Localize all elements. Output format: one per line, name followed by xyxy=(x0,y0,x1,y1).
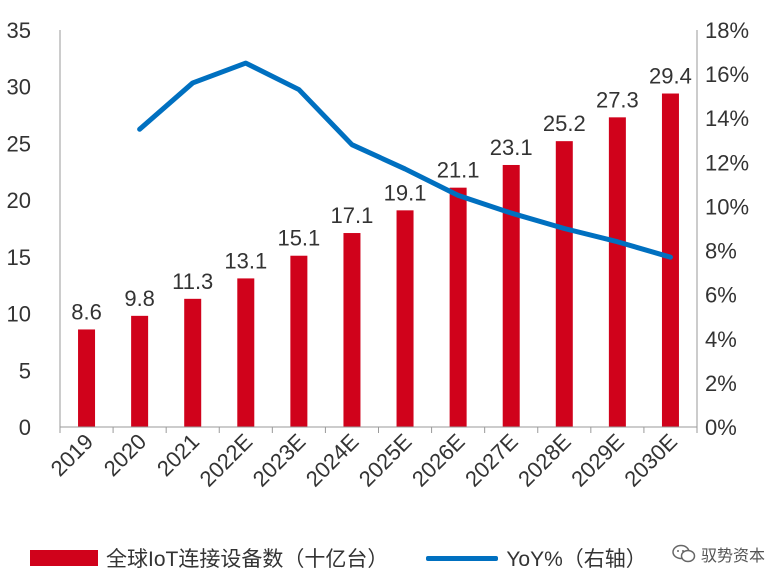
legend-item-bars: 全球IoT连接设备数（十亿台） xyxy=(30,543,388,573)
bar-2028E xyxy=(555,141,573,427)
y-right-tick-label: 4% xyxy=(705,327,737,352)
x-tick-label: 2024E xyxy=(301,429,364,492)
y-right-tick-label: 12% xyxy=(705,150,749,175)
y-right-tick-label: 16% xyxy=(705,62,749,87)
x-tick-label: 2030E xyxy=(619,429,682,492)
bar-value-label: 8.6 xyxy=(71,299,102,324)
bar-value-label: 23.1 xyxy=(490,135,533,160)
legend-swatch-line xyxy=(426,555,499,561)
legend-label-line: YoY%（右轴） xyxy=(506,548,647,571)
x-tick-label: 2025E xyxy=(354,429,417,492)
bar-value-label: 27.3 xyxy=(596,87,639,112)
bar-value-label: 25.2 xyxy=(543,111,586,136)
axes xyxy=(59,30,698,433)
y-right-tick-label: 8% xyxy=(705,239,737,264)
bar-value-label: 19.1 xyxy=(384,180,427,205)
y-left-tick-label: 15 xyxy=(7,245,31,270)
wechat-icon xyxy=(672,544,696,563)
bar-2023E xyxy=(290,255,308,427)
bar-2030E xyxy=(661,93,679,428)
legend-label-bars: 全球IoT连接设备数（十亿台） xyxy=(106,548,389,571)
bar-2022E xyxy=(237,278,255,427)
bar-2024E xyxy=(343,233,361,427)
y-right-tick-label: 18% xyxy=(705,18,749,43)
x-tick-label: 2023E xyxy=(248,429,311,492)
yoy-line-series xyxy=(137,60,673,260)
x-tick-label: 2026E xyxy=(407,429,470,492)
bar-value-label: 15.1 xyxy=(277,226,320,251)
legend: 全球IoT连接设备数（十亿台） YoY%（右轴） xyxy=(30,540,685,576)
watermark: 驭势资本 xyxy=(672,542,765,566)
yoy-line xyxy=(137,60,673,260)
y-right-tick-label: 2% xyxy=(705,371,737,396)
bar-2029E xyxy=(608,117,626,427)
bar-value-label: 21.1 xyxy=(437,158,480,183)
x-tick-label: 2027E xyxy=(460,429,523,492)
y-right-tick-label: 14% xyxy=(705,106,749,131)
y-left-tick-label: 5 xyxy=(19,358,31,383)
y-left-tick-label: 25 xyxy=(7,131,31,156)
bar-2021 xyxy=(184,298,202,427)
x-tick-label: 2020 xyxy=(99,429,151,481)
bar-value-label: 13.1 xyxy=(224,248,267,273)
y-left-tick-label: 35 xyxy=(7,18,31,43)
y-left-tick-label: 30 xyxy=(7,75,31,100)
y-left-tick-label: 0 xyxy=(19,415,31,440)
bar-series xyxy=(78,93,679,428)
bar-2025E xyxy=(396,210,414,427)
y-right-tick-label: 10% xyxy=(705,194,749,219)
bar-2019 xyxy=(78,329,96,427)
legend-swatch-bar xyxy=(30,550,98,566)
data-labels: 8.6 9.8 11.3 13.1 15.1 17.1 19.1 21.1 23.1 25.2 27… xyxy=(71,64,692,325)
x-tick-label: 2029E xyxy=(566,429,629,492)
y-right-tick-label: 0% xyxy=(705,415,737,440)
bar-value-label: 11.3 xyxy=(172,269,213,294)
watermark-text: 驭势资本 xyxy=(700,548,765,565)
x-tick-label: 2019 xyxy=(46,429,98,481)
bar-value-label: 17.1 xyxy=(331,203,374,228)
y-left-tick-label: 20 xyxy=(7,188,31,213)
bar-value-label: 29.4 xyxy=(649,64,692,89)
x-tick-label: 2022E xyxy=(195,429,258,492)
bar-2020 xyxy=(131,315,149,427)
x-tick-label: 2028E xyxy=(513,429,576,492)
bar-2026E xyxy=(449,187,467,427)
y-left-tick-label: 10 xyxy=(7,302,31,327)
bar-value-label: 9.8 xyxy=(124,286,155,311)
bar-2027E xyxy=(502,164,520,428)
y-right-tick-label: 6% xyxy=(705,283,737,308)
legend-item-line: YoY%（右轴） xyxy=(426,543,647,573)
